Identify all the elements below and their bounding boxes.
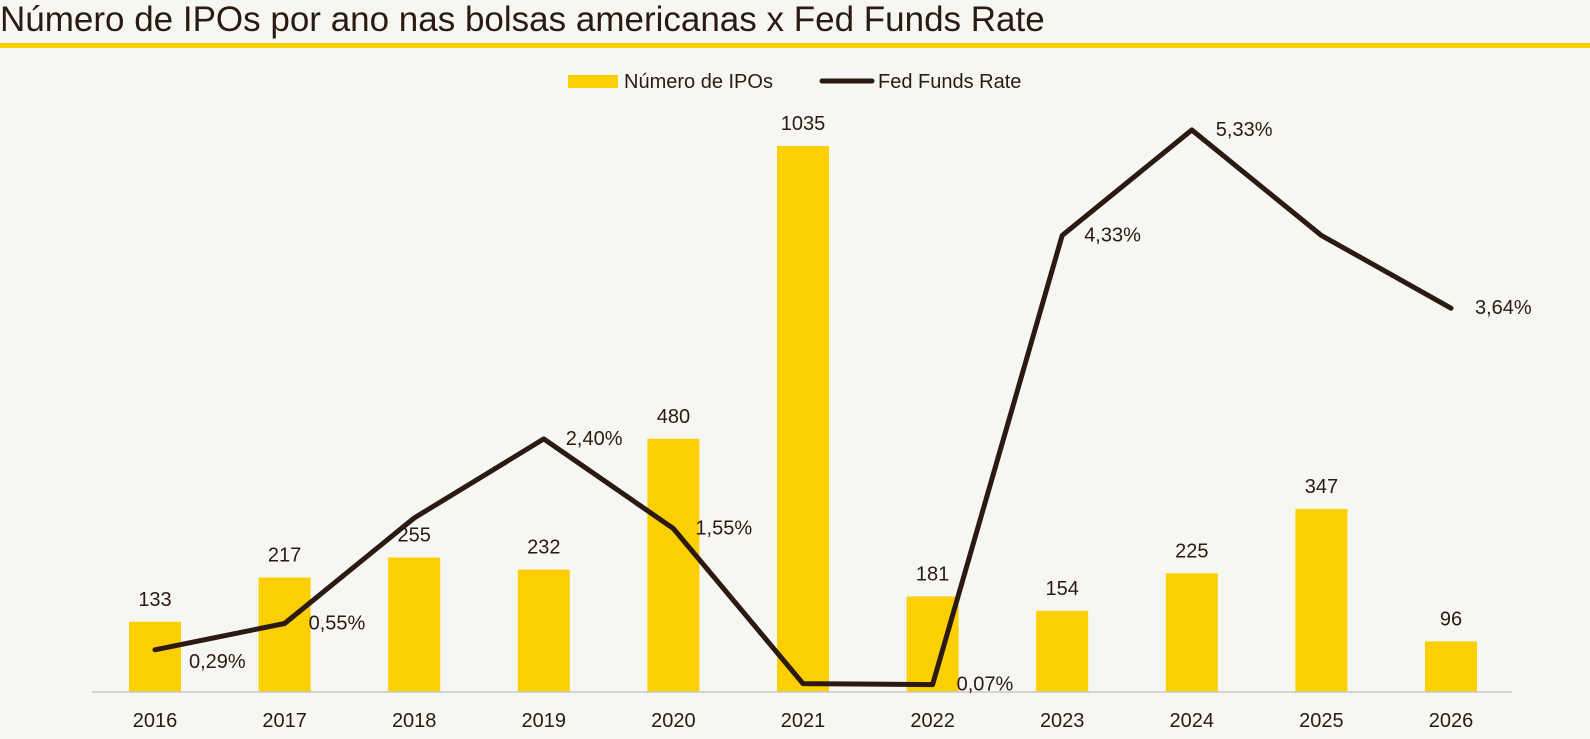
chart-legend: Número de IPOs Fed Funds Rate xyxy=(568,71,1021,93)
x-tick-2024: 2024 xyxy=(1170,710,1215,732)
fed-rate-point-2025 xyxy=(1319,233,1323,237)
fed-rate-point-2020 xyxy=(671,527,675,531)
x-tick-2016: 2016 xyxy=(133,710,178,732)
bar-series xyxy=(129,146,1477,692)
line-data-labels: 0,29% 0,55% 2,40% 1,55% 0,07% 4,33% 5,33% 3,64% xyxy=(189,119,1532,696)
x-tick-2017: 2017 xyxy=(262,710,307,732)
legend-label-fed-rate: Fed Funds Rate xyxy=(878,71,1021,93)
bar-2023 xyxy=(1036,610,1089,692)
bar-data-labels: 133 217 255 232 480 1035 181 154 225 347 96 xyxy=(138,113,1462,630)
fed-rate-point-2024 xyxy=(1190,128,1194,132)
chart-title: Número de IPOs por ano nas bolsas americ… xyxy=(0,0,1045,39)
fed-rate-label-2019: 2,40% xyxy=(566,428,623,450)
x-tick-2020: 2020 xyxy=(651,710,696,732)
bar-2017 xyxy=(258,577,311,692)
fed-rate-point-2026 xyxy=(1449,306,1453,310)
fed-rate-point-2016 xyxy=(153,648,157,652)
fed-rate-label-2024: 5,33% xyxy=(1216,119,1273,141)
bar-label-2019: 232 xyxy=(527,537,560,559)
x-tick-2025: 2025 xyxy=(1299,710,1344,732)
legend-label-ipos: Número de IPOs xyxy=(624,71,773,93)
legend-swatch-ipos xyxy=(568,75,618,88)
title-underline xyxy=(0,43,1590,48)
bar-label-2024: 225 xyxy=(1175,540,1208,562)
bar-2016 xyxy=(129,621,181,692)
x-tick-2018: 2018 xyxy=(392,710,437,732)
bar-2024 xyxy=(1165,573,1218,692)
fed-rate-point-2023 xyxy=(1060,233,1064,237)
line-series xyxy=(152,127,1454,688)
bar-label-2026: 96 xyxy=(1440,608,1462,630)
x-tick-2023: 2023 xyxy=(1040,710,1085,732)
bar-label-2022: 181 xyxy=(916,564,949,586)
bar-2020 xyxy=(647,438,700,692)
fed-rate-point-2017 xyxy=(283,622,287,625)
bar-2019 xyxy=(517,569,570,692)
x-tick-2026: 2026 xyxy=(1429,710,1474,732)
fed-rate-label-2022: 0,07% xyxy=(957,674,1014,696)
fed-rate-point-2021 xyxy=(801,682,805,686)
fed-rate-label-2023: 4,33% xyxy=(1084,224,1141,246)
fed-rate-label-2017: 0,55% xyxy=(309,613,366,635)
x-tick-2022: 2022 xyxy=(910,710,955,732)
x-tick-2021: 2021 xyxy=(781,710,826,732)
bar-2026 xyxy=(1425,641,1477,692)
fed-rate-label-2020: 1,55% xyxy=(695,518,752,540)
bar-2025 xyxy=(1295,508,1348,692)
fed-rate-label-2026: 3,64% xyxy=(1475,297,1532,319)
bar-label-2023: 154 xyxy=(1046,578,1079,600)
bar-label-2018: 255 xyxy=(398,525,431,547)
fed-rate-label-2016: 0,29% xyxy=(189,651,246,673)
bar-label-2021: 1035 xyxy=(781,113,826,135)
bar-label-2020: 480 xyxy=(657,406,690,428)
fed-rate-point-2018 xyxy=(412,516,416,520)
fed-rate-point-2019 xyxy=(542,437,546,441)
x-tick-2019: 2019 xyxy=(522,710,567,732)
fed-rate-point-2022 xyxy=(931,683,935,687)
bar-label-2017: 217 xyxy=(268,545,301,567)
bar-2018 xyxy=(388,557,441,692)
x-axis-tick-labels: 2016 2017 2018 2019 2020 2021 2022 2023 2024 2025… xyxy=(133,710,1474,732)
bar-label-2025: 347 xyxy=(1305,476,1338,498)
bar-2021 xyxy=(777,146,829,692)
bar-label-2016: 133 xyxy=(138,589,171,611)
